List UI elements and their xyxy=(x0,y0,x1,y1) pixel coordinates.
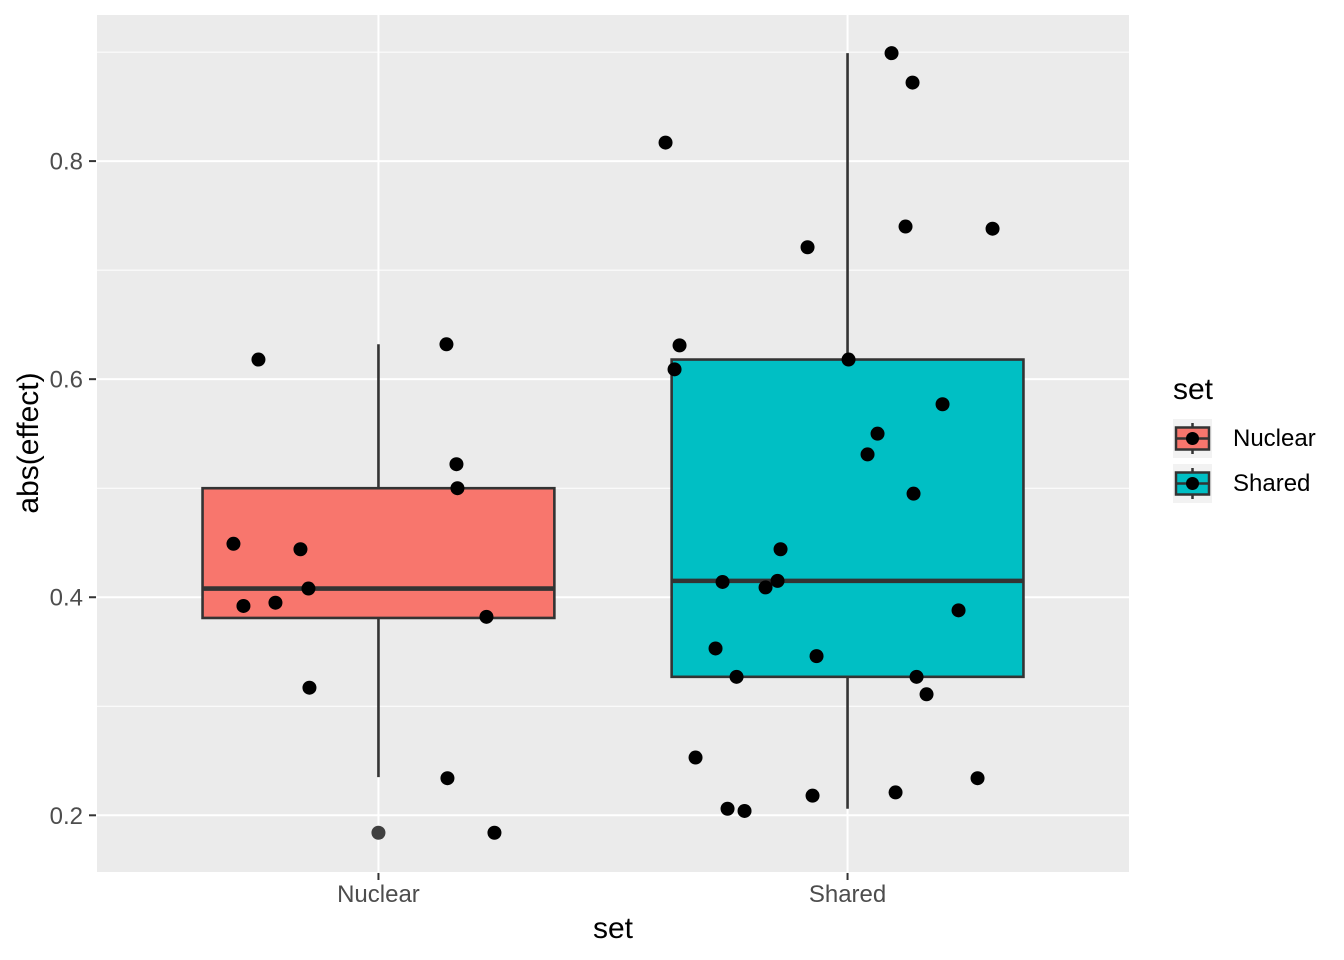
jitter-point-shared xyxy=(905,75,920,90)
jitter-point-nuclear xyxy=(251,352,266,367)
jitter-point-shared xyxy=(898,219,913,234)
box-nuclear xyxy=(201,486,556,620)
jitter-point-nuclear xyxy=(226,536,241,551)
jitter-point-nuclear xyxy=(479,609,494,624)
jitter-point-shared xyxy=(985,221,1000,236)
jitter-point-shared xyxy=(667,362,682,377)
jitter-point-shared xyxy=(672,338,687,353)
outlier-point-nuclear xyxy=(371,825,386,840)
legend-title: set xyxy=(1173,373,1214,406)
axis-layer: 0.2 0.4 0.6 0.8 Nuclear Shared xyxy=(50,149,887,908)
jitter-point-shared xyxy=(884,46,899,61)
jitter-point-nuclear xyxy=(268,595,283,610)
jitter-point-shared xyxy=(720,801,735,816)
legend-entry-nuclear: Nuclear xyxy=(1173,419,1316,458)
jitter-point-shared xyxy=(841,352,856,367)
jitter-point-shared xyxy=(935,397,950,412)
jitter-point-nuclear xyxy=(236,598,251,613)
x-axis-title: set xyxy=(593,912,634,945)
x-tick-label: Nuclear xyxy=(337,881,420,908)
jitter-point-shared xyxy=(805,788,820,803)
jitter-point-shared xyxy=(758,580,773,595)
y-tick-label: 0.4 xyxy=(50,585,83,612)
jitter-point-shared xyxy=(919,687,934,702)
jitter-point-shared xyxy=(906,486,921,501)
jitter-point-shared xyxy=(773,542,788,557)
legend-entry-shared: Shared xyxy=(1173,464,1316,503)
jitter-point-shared xyxy=(737,803,752,818)
jitter-point-nuclear xyxy=(302,680,317,695)
jitter-point-shared xyxy=(860,447,875,462)
jitter-point-shared xyxy=(688,750,703,765)
legend-key-boxplot-glyph-shared xyxy=(1173,464,1212,503)
jitter-point-shared xyxy=(715,574,730,589)
y-tick-label: 0.6 xyxy=(50,367,83,394)
legend-label-nuclear: Nuclear xyxy=(1233,424,1316,452)
jitter-point-shared xyxy=(951,603,966,618)
legend-label-shared: Shared xyxy=(1233,469,1311,497)
jitter-point-nuclear xyxy=(301,581,316,596)
jitter-point-shared xyxy=(870,426,885,441)
box-shared xyxy=(670,358,1025,679)
x-tick-label: Shared xyxy=(809,881,886,908)
jitter-point-nuclear xyxy=(293,542,308,557)
legend-key-boxplot-glyph-nuclear xyxy=(1173,419,1212,458)
legend-key-point xyxy=(1186,477,1199,490)
jitter-point-shared xyxy=(770,573,785,588)
y-tick-label: 0.8 xyxy=(50,149,83,176)
jitter-point-shared xyxy=(729,669,744,684)
jitter-point-shared xyxy=(970,771,985,786)
y-tick-label: 0.2 xyxy=(50,803,83,830)
jitter-point-shared xyxy=(708,641,723,656)
jitter-point-nuclear xyxy=(449,457,464,472)
jitter-point-nuclear xyxy=(440,771,455,786)
plot-data-layer xyxy=(201,46,1025,840)
jitter-point-nuclear xyxy=(439,337,454,352)
jitter-point-shared xyxy=(658,135,673,150)
legend: set Nuclear Shared xyxy=(1173,374,1316,509)
jitter-point-shared xyxy=(809,649,824,664)
jitter-point-nuclear xyxy=(450,481,465,496)
legend-key-point xyxy=(1186,432,1199,445)
jitter-point-shared xyxy=(888,785,903,800)
jitter-point-shared xyxy=(909,669,924,684)
jitter-point-nuclear xyxy=(487,825,502,840)
jitter-point-shared xyxy=(800,240,815,255)
y-axis-title: abs(effect) xyxy=(12,372,45,513)
